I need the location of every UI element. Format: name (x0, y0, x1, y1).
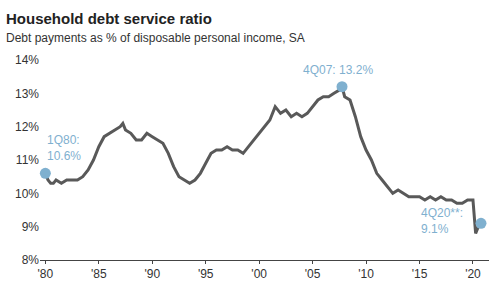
svg-text:9%: 9% (22, 220, 40, 234)
svg-text:'20: '20 (465, 267, 481, 281)
svg-text:'95: '95 (198, 267, 214, 281)
svg-text:13%: 13% (15, 87, 39, 101)
svg-text:'00: '00 (251, 267, 267, 281)
svg-text:Debt payments as % of disposab: Debt payments as % of disposable persona… (6, 31, 305, 45)
svg-text:'80: '80 (38, 267, 54, 281)
svg-text:8%: 8% (22, 253, 40, 267)
svg-text:4Q20**:9.1%: 4Q20**:9.1% (421, 206, 463, 236)
svg-text:14%: 14% (15, 53, 39, 67)
svg-text:'10: '10 (358, 267, 374, 281)
svg-text:'15: '15 (412, 267, 428, 281)
svg-text:1Q80:10.6%: 1Q80:10.6% (47, 133, 81, 163)
svg-text:Household debt service ratio: Household debt service ratio (6, 10, 212, 27)
svg-text:12%: 12% (15, 120, 39, 134)
svg-text:10%: 10% (15, 187, 39, 201)
svg-text:'85: '85 (91, 267, 107, 281)
svg-text:'05: '05 (305, 267, 321, 281)
svg-text:4Q07: 13.2%: 4Q07: 13.2% (303, 63, 373, 77)
svg-text:11%: 11% (16, 153, 39, 167)
svg-text:'90: '90 (144, 267, 160, 281)
